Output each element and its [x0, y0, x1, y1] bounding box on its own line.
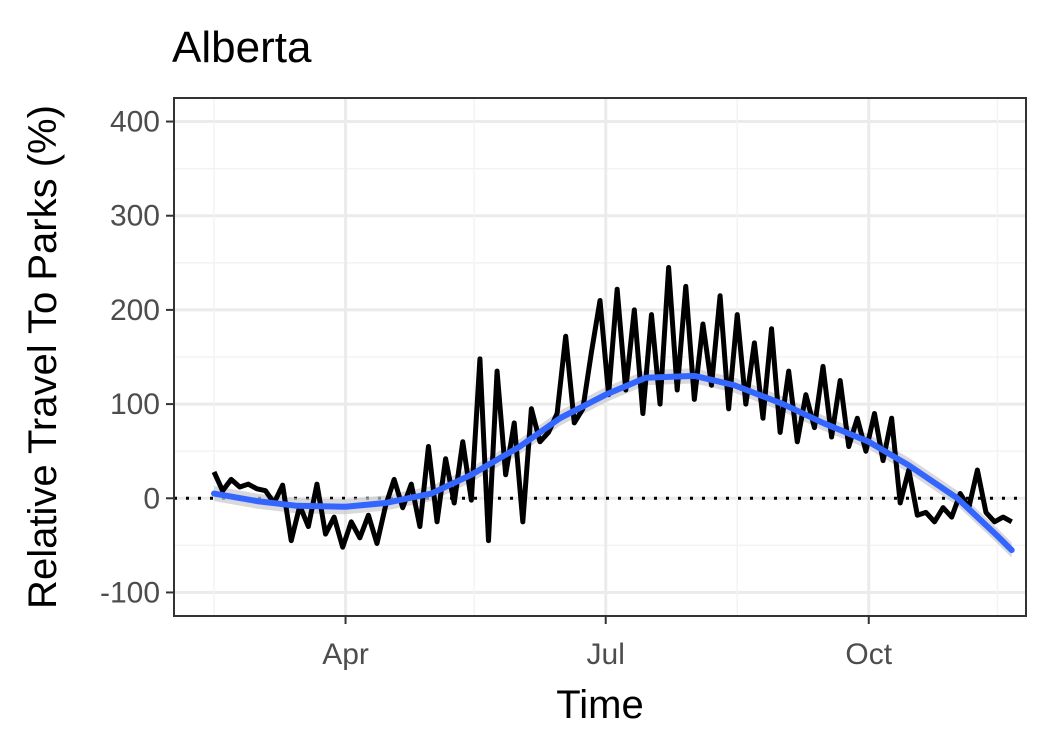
plot-border [173, 97, 1027, 617]
axes: 400 300 200 100 0 -100 Apr Jul Oct [100, 106, 893, 671]
y-tick-label: 100 [110, 388, 160, 421]
y-tick-label: 0 [143, 482, 160, 515]
x-axis-title: Time [556, 683, 643, 727]
x-tick-label: Oct [845, 638, 892, 671]
y-tick-label: 300 [110, 200, 160, 233]
series-line-trend [211, 372, 1015, 554]
y-axis-title: Relative Travel To Parks (%) [21, 105, 65, 609]
y-tick-label: 200 [110, 294, 160, 327]
series-line-daily [211, 265, 1013, 550]
x-tick-label: Jul [587, 638, 625, 671]
y-tick-label: -100 [100, 576, 160, 609]
y-tick-label: 400 [110, 106, 160, 139]
series-layer [211, 265, 1015, 558]
x-tick-label: Apr [322, 638, 369, 671]
chart-title: Alberta [172, 23, 312, 72]
